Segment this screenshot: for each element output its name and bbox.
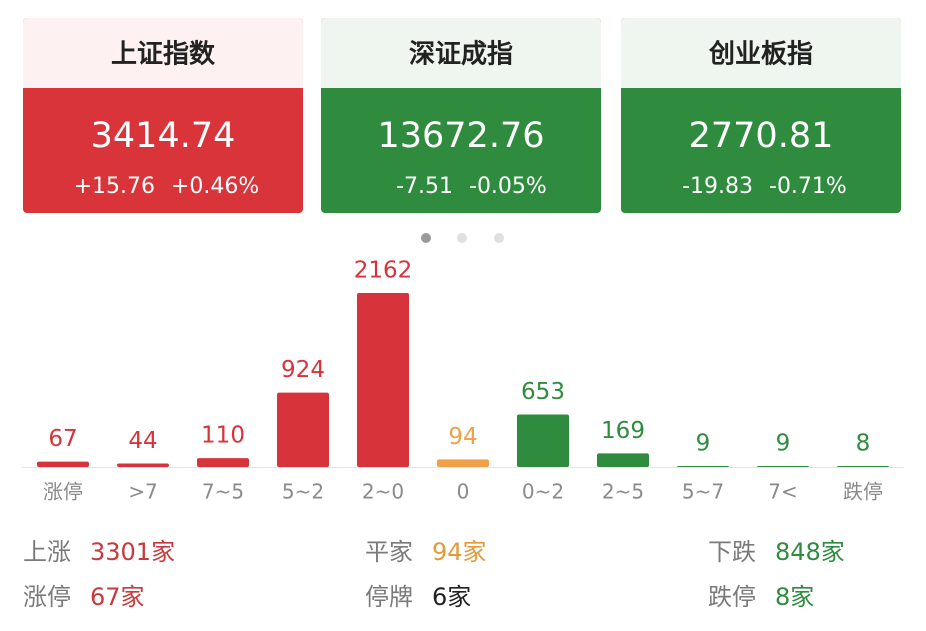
- card-title: 深证成指: [409, 40, 513, 70]
- card-header: [321, 70, 601, 88]
- card-header: [23, 70, 303, 88]
- summary-value: 8家: [775, 583, 814, 611]
- value-label: 8: [856, 431, 871, 457]
- bar: [677, 466, 729, 467]
- value-label: 67: [48, 426, 77, 452]
- x-tick-label: 7<: [768, 480, 797, 504]
- bar: [357, 293, 409, 467]
- x-tick-label: 涨停: [43, 480, 83, 504]
- page-dot[interactable]: [421, 233, 431, 243]
- card-pct: -0.05%: [469, 174, 547, 199]
- bar: [837, 466, 889, 467]
- value-label: 9: [696, 431, 711, 457]
- card-value: 13672.76: [377, 116, 544, 156]
- summary-value: 6家: [432, 583, 471, 611]
- value-label: 169: [601, 418, 645, 444]
- x-tick-label: 跌停: [843, 480, 883, 504]
- x-tick-label: 0~2: [522, 480, 564, 504]
- bar: [597, 453, 649, 467]
- card-header: [621, 70, 901, 88]
- value-label: 9: [776, 431, 791, 457]
- value-label: 924: [281, 357, 325, 383]
- bar: [197, 458, 249, 467]
- page-dot[interactable]: [457, 233, 467, 243]
- summary-value: 67家: [90, 583, 145, 611]
- bar: [437, 459, 489, 467]
- value-label: 653: [521, 379, 565, 405]
- card-change: -7.51: [396, 174, 453, 199]
- summary-label: 涨停: [23, 583, 71, 611]
- summary-value: 3301家: [90, 538, 175, 566]
- card-title: 创业板指: [708, 40, 813, 70]
- value-label: 94: [448, 424, 477, 450]
- summary-label: 下跌: [708, 538, 756, 566]
- card-title: 上证指数: [111, 40, 216, 70]
- card-value: 2770.81: [689, 116, 834, 156]
- bar: [277, 392, 329, 467]
- bar: [117, 463, 169, 467]
- x-tick-label: 7~5: [202, 480, 244, 504]
- card-change: -19.83: [682, 174, 753, 199]
- summary-value: 94家: [432, 538, 487, 566]
- summary-label: 跌停: [708, 583, 756, 611]
- x-tick-label: 5~7: [682, 480, 724, 504]
- x-tick-label: 2~5: [602, 480, 644, 504]
- value-label: 2162: [354, 258, 413, 284]
- page-dot[interactable]: [494, 233, 504, 243]
- summary-label: 上涨: [23, 538, 71, 566]
- bar: [757, 466, 809, 467]
- value-label: 44: [128, 428, 157, 454]
- card-pct: +0.46%: [171, 174, 259, 199]
- bar: [37, 461, 89, 467]
- x-tick-label: 2~0: [362, 480, 404, 504]
- card-value: 3414.74: [91, 116, 236, 156]
- summary-value: 848家: [775, 538, 845, 566]
- summary-label: 停牌: [365, 583, 413, 611]
- card-pct: -0.71%: [769, 174, 847, 199]
- x-tick-label: >7: [128, 480, 157, 504]
- value-label: 110: [201, 423, 245, 449]
- x-tick-label: 5~2: [282, 480, 324, 504]
- summary-label: 平家: [365, 538, 413, 566]
- x-tick-label: 0: [457, 480, 470, 504]
- bar: [517, 414, 569, 467]
- card-change: +15.76: [74, 174, 155, 199]
